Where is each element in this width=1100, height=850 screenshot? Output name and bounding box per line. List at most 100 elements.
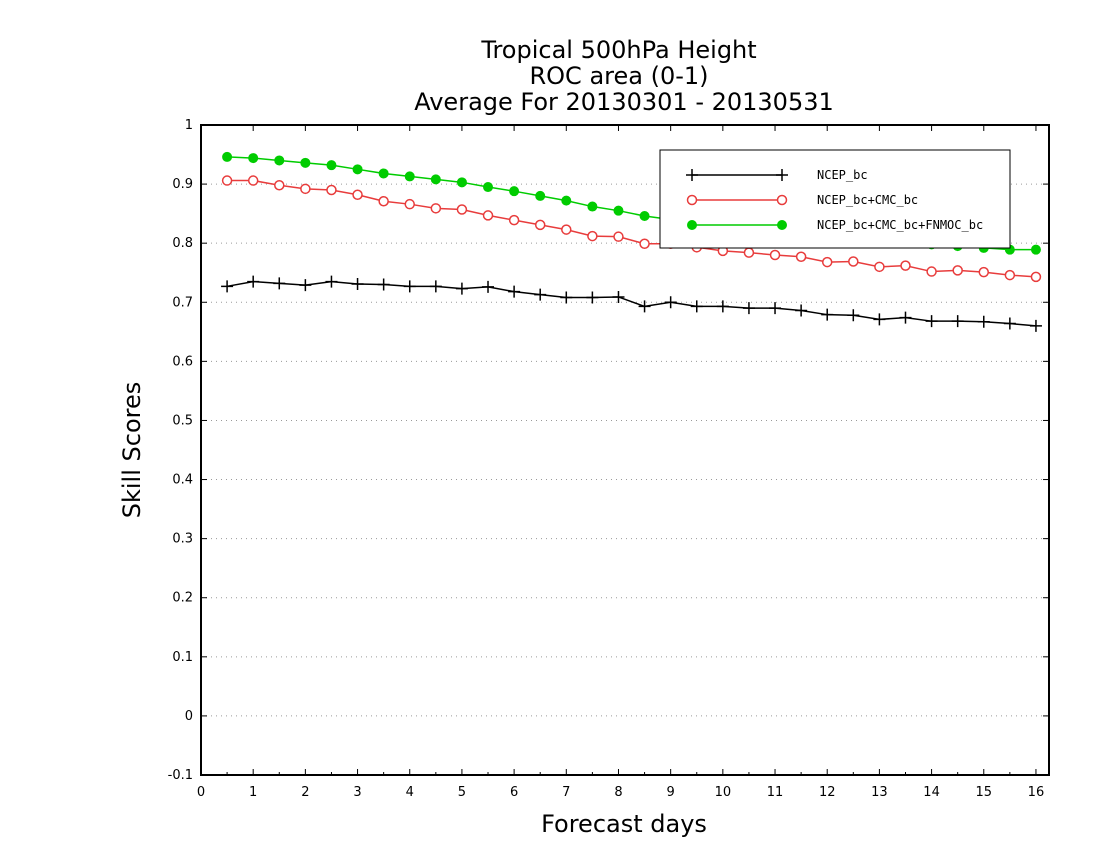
y-tick-label: 0.3 [172, 532, 193, 547]
data-point [664, 296, 677, 309]
legend-marker [687, 220, 697, 230]
data-point [874, 261, 885, 273]
data-point [821, 308, 834, 321]
y-tick-label: 0.1 [172, 650, 193, 665]
data-point [795, 251, 807, 263]
data-point [221, 280, 234, 293]
data-point [873, 313, 886, 326]
legend-marker [776, 194, 788, 206]
x-tick-label: 10 [715, 785, 732, 800]
data-point [638, 300, 651, 313]
data-point [404, 198, 415, 210]
data-point [1004, 269, 1016, 281]
data-point [690, 300, 703, 313]
y-tick-label: 0.4 [172, 473, 193, 488]
data-point [795, 304, 808, 317]
data-point [1029, 319, 1042, 332]
data-point [742, 302, 755, 315]
data-point [352, 189, 363, 200]
chart-title: Tropical 500hPa Height ROC area (0-1) Av… [414, 36, 834, 116]
y-tick-label: 0.5 [172, 413, 193, 428]
series-group [221, 151, 1042, 332]
data-point [743, 247, 755, 258]
legend-marker [686, 194, 698, 206]
data-point [612, 290, 625, 303]
data-point [351, 277, 364, 290]
title-line-3: Average For 20130301 - 20130531 [414, 88, 834, 116]
data-point [482, 280, 495, 293]
data-point [978, 266, 990, 278]
data-point [274, 180, 285, 191]
x-tick-label: 2 [301, 785, 309, 800]
data-point [639, 238, 650, 250]
x-tick-label: 4 [406, 785, 414, 800]
x-tick-label: 15 [975, 785, 992, 800]
data-point [716, 300, 729, 313]
legend-item: NCEP_bc+CMC_bc [686, 193, 918, 207]
data-point [483, 182, 494, 193]
data-point [299, 279, 312, 292]
y-tick-label: 0.6 [172, 354, 193, 369]
data-point [222, 151, 233, 162]
x-tick-label: 14 [923, 785, 940, 800]
legend-box [659, 149, 1011, 249]
y-tick-label: 0.8 [172, 236, 193, 251]
data-point [899, 311, 912, 324]
title-line-2: ROC area (0-1) [529, 62, 708, 90]
y-axis-label: Skill Scores [118, 382, 146, 519]
data-point [587, 230, 598, 242]
x-tick-label: 9 [667, 785, 675, 800]
y-axis-ticks: -0.1 0 0.1 0.2 0.3 0.4 0.5 0.6 0.7 0.8 0.9 1 [168, 118, 1049, 783]
y-tick-label: 0 [185, 709, 193, 724]
data-point [952, 265, 963, 276]
data-point [273, 277, 286, 290]
data-point [404, 171, 415, 182]
data-point [508, 214, 520, 226]
data-point [274, 155, 285, 166]
data-point [247, 275, 260, 288]
y-tick-label: 0.7 [172, 295, 193, 310]
x-tick-label: 1 [249, 785, 257, 800]
data-point [430, 203, 442, 214]
data-point [1030, 271, 1042, 283]
legend-marker [686, 169, 698, 181]
data-point [377, 278, 390, 291]
y-tick-label: 1 [185, 118, 193, 133]
x-tick-label: 8 [614, 785, 622, 800]
legend-label: NCEP_bc [817, 168, 868, 182]
data-point [587, 201, 598, 212]
y-tick-label: 0.2 [172, 591, 193, 606]
data-point [560, 291, 573, 304]
data-point [429, 280, 442, 293]
data-point [455, 282, 468, 295]
data-point [848, 256, 859, 267]
x-tick-label: 16 [1028, 785, 1045, 800]
data-point [300, 157, 311, 168]
data-point [821, 256, 833, 268]
data-point [247, 175, 259, 186]
data-point [561, 195, 572, 206]
data-point [926, 266, 937, 277]
data-point [456, 177, 467, 188]
data-point [221, 175, 233, 186]
legend-label: NCEP_bc+CMC_bc [817, 193, 918, 207]
x-tick-label: 7 [562, 785, 570, 800]
data-point [403, 280, 416, 293]
data-point [1003, 317, 1016, 330]
y-tick-label: -0.1 [168, 768, 193, 783]
data-point [378, 195, 389, 207]
data-point [508, 285, 521, 298]
data-point [847, 309, 860, 322]
legend: NCEP_bc NCEP_bc+CMC_bc NCEP_bc+CMC_bc+FNMO… [659, 149, 1011, 249]
legend-item: NCEP_bc [686, 168, 868, 182]
series-1 [221, 275, 1042, 332]
x-tick-label: 13 [871, 785, 888, 800]
legend-label: NCEP_bc+CMC_bc+FNMOC_bc [817, 218, 983, 232]
series-line [226, 280, 1037, 327]
legend-marker [776, 169, 788, 181]
data-point [326, 160, 337, 171]
y-tick-label: 0.9 [172, 177, 193, 192]
x-tick-label: 5 [458, 785, 466, 800]
x-tick-label: 12 [819, 785, 836, 800]
